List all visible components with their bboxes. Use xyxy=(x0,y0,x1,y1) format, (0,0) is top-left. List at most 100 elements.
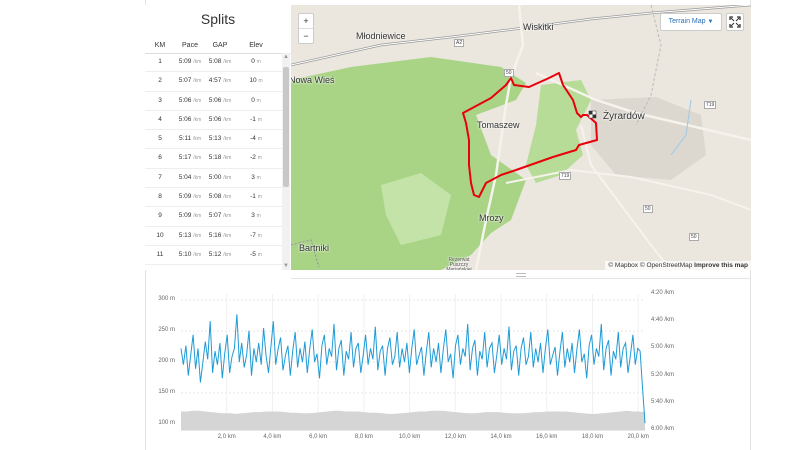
split-km-value: 3 xyxy=(158,96,162,104)
split-pace: 5:04 /km xyxy=(175,169,205,187)
splits-table-body: 1 5:09 /km 5:08 /km 0 m 2 5:07 /km 4:57 /km 10 … xyxy=(145,53,283,270)
place-label-tomaszew: Tomaszew xyxy=(477,120,520,130)
panel-resize-handle[interactable] xyxy=(291,270,751,279)
place-label-mlodniewice: Młodniewice xyxy=(356,31,406,41)
expand-icon xyxy=(729,16,741,28)
splits-scrollbar[interactable]: ▲ ▼ xyxy=(282,53,290,270)
split-km: 12 xyxy=(145,265,175,270)
route-line xyxy=(462,72,598,198)
x-axis-tick: 4,0 km xyxy=(263,434,282,440)
split-pace: 5:10 /km xyxy=(175,246,205,264)
split-pace-unit: /km xyxy=(193,59,202,65)
split-gap: 5:12 /km xyxy=(205,246,235,264)
split-row: 8 5:09 /km 5:08 /km -1 m xyxy=(145,188,283,208)
split-pace-unit: /km xyxy=(193,213,202,220)
place-label-nowa-wies: Nowa Wieś xyxy=(291,75,335,85)
split-elev-unit: m xyxy=(257,194,262,201)
split-elev-unit: m xyxy=(257,155,262,162)
split-pace-value: 5:09 xyxy=(178,193,192,201)
split-gap-unit: /km xyxy=(223,116,232,123)
column-header-pace: Pace xyxy=(182,42,198,49)
split-gap: 5:00 /km xyxy=(205,169,235,187)
zoom-out-button[interactable]: − xyxy=(303,31,309,41)
split-km-value: 2 xyxy=(158,77,162,85)
split-km: 7 xyxy=(145,169,175,187)
split-row: 125:08 /km5:08 /km-1 m xyxy=(145,265,283,270)
mapbox-attribution-link[interactable]: © Mapbox xyxy=(608,262,639,269)
split-elev: -1 m xyxy=(235,265,277,270)
splits-panel: Splits KM Pace GAP Elev 1 5:09 /km 5:08 /k… xyxy=(145,5,291,270)
split-elev-value: -1 xyxy=(250,115,256,123)
motorway-inner xyxy=(291,5,751,66)
y-axis-right-tick: 4:20 /km xyxy=(651,290,675,296)
split-pace: 5:09 /km xyxy=(175,53,205,71)
x-axis-tick: 20,0 km xyxy=(627,434,649,440)
column-header-km: KM xyxy=(154,42,166,49)
improve-map-link[interactable]: Improve this map xyxy=(694,262,748,269)
scroll-down-arrow-icon[interactable]: ▼ xyxy=(283,263,289,269)
split-elev-value: 10 xyxy=(249,77,257,85)
split-pace-value: 5:10 xyxy=(178,250,192,258)
split-gap: 4:57 /km xyxy=(205,72,235,90)
split-km-value: 11 xyxy=(156,250,164,258)
splits-scroll-thumb[interactable] xyxy=(283,67,289,187)
route-map[interactable]: Młodniewice Wiskitki Nowa Wieś Tomaszew … xyxy=(291,5,751,270)
split-km: 10 xyxy=(145,227,175,245)
split-km: 9 xyxy=(145,207,175,225)
split-gap-unit: /km xyxy=(223,194,232,201)
split-gap-unit: /km xyxy=(223,78,232,85)
split-elev: -1 m xyxy=(235,111,277,129)
split-gap-value: 5:07 xyxy=(208,212,222,220)
split-pace: 5:08 /km xyxy=(175,265,205,270)
place-label-rezerwat: Rezerwat Puszczy Mariańskiej xyxy=(446,257,472,271)
split-pace: 5:06 /km xyxy=(175,111,205,129)
split-km: 6 xyxy=(145,149,175,167)
split-gap-value: 5:06 xyxy=(208,96,222,104)
split-elev: 10 m xyxy=(235,72,277,90)
split-pace: 5:06 /km xyxy=(175,92,205,110)
road-sign: A2 xyxy=(454,39,465,47)
split-elev-value: 3 xyxy=(251,173,255,181)
split-km-value: 1 xyxy=(158,58,162,65)
split-gap-unit: /km xyxy=(223,97,232,104)
split-row: 9 5:09 /km 5:07 /km 3 m xyxy=(145,207,283,227)
split-elev-value: 0 xyxy=(251,96,255,104)
split-pace-unit: /km xyxy=(193,194,202,201)
x-axis-tick: 16,0 km xyxy=(536,434,558,440)
split-gap-value: 4:57 xyxy=(208,77,222,85)
split-gap: 5:06 /km xyxy=(205,111,235,129)
split-pace-unit: /km xyxy=(192,136,202,143)
osm-attribution-link[interactable]: © OpenStreetMap xyxy=(639,262,693,269)
road-sign: 719 xyxy=(559,172,572,180)
split-elev-unit: m xyxy=(257,251,262,258)
split-gap-unit: /km xyxy=(223,155,232,162)
split-elev-unit: m xyxy=(256,213,261,220)
split-gap: 5:08 /km xyxy=(205,188,235,206)
fullscreen-button[interactable] xyxy=(726,13,744,31)
y-axis-left-tick: 200 m xyxy=(158,358,175,364)
split-km-value: 7 xyxy=(158,173,162,181)
split-pace-value: 5:13 xyxy=(178,231,192,239)
split-pace-unit: /km xyxy=(193,174,202,181)
place-label-bartniki: Bartniki xyxy=(299,243,330,253)
split-gap: 5:08 /km xyxy=(205,53,235,71)
split-elev-unit: m xyxy=(258,78,263,85)
finish-flag-icon-checks xyxy=(589,111,596,118)
water-stream xyxy=(670,99,692,156)
split-pace: 5:09 /km xyxy=(175,188,205,206)
split-gap: 5:13 /km xyxy=(205,130,235,148)
map-type-dropdown[interactable]: Terrain Map ▼ xyxy=(660,13,722,31)
split-gap-unit: /km xyxy=(223,136,232,143)
scroll-up-arrow-icon[interactable]: ▲ xyxy=(283,54,289,60)
split-row: 7 5:04 /km 5:00 /km 3 m xyxy=(145,169,283,189)
split-elev-value: -5 xyxy=(250,250,256,258)
y-axis-left-tick: 150 m xyxy=(158,388,175,395)
road xyxy=(535,71,751,142)
map-canvas xyxy=(291,5,751,270)
chart-svg xyxy=(180,294,646,431)
zoom-in-button[interactable]: + xyxy=(299,14,313,29)
x-axis-tick: 18,0 km xyxy=(581,434,604,440)
split-pace-unit: /km xyxy=(193,251,202,258)
pace-elevation-chart[interactable]: 300 m 250 m 200 m 150 m 100 m 4:20 /km 4:40 /k… xyxy=(145,282,751,450)
map-type-label: Terrain Map xyxy=(668,18,706,25)
